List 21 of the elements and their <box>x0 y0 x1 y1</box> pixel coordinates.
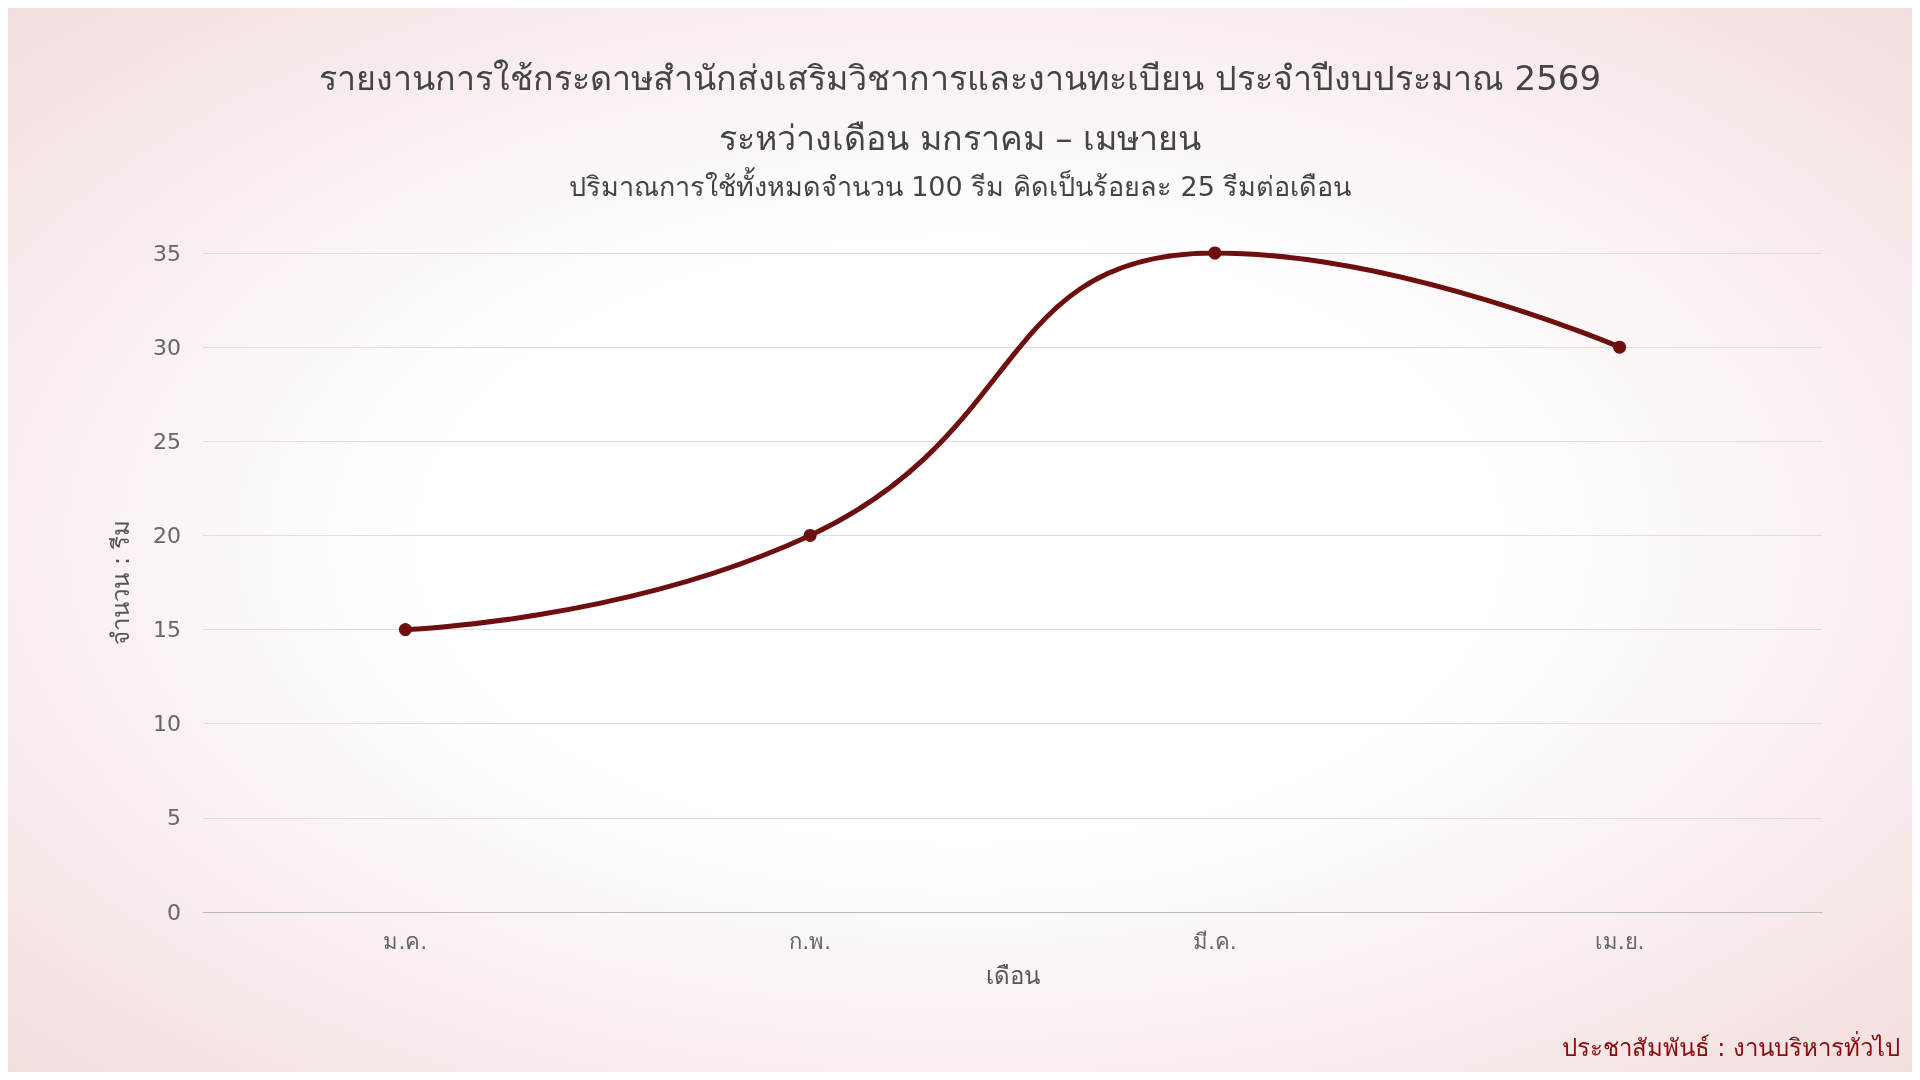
x-tick-label: เม.ย. <box>1594 928 1645 954</box>
y-tick-label: 15 <box>153 617 181 643</box>
y-tick-label: 35 <box>153 240 181 266</box>
y-tick-label: 25 <box>153 428 181 454</box>
chart-subtitle: ปริมาณการใช้ทั้งหมดจำนวน 100 รีม คิดเป็นร้อยละ 25 รีมต่อเดือน <box>568 167 1352 202</box>
y-axis-title: จำนวน : รีม <box>107 520 135 645</box>
point <box>398 623 412 637</box>
y-tick-label: 5 <box>167 805 181 831</box>
point <box>1613 340 1627 354</box>
x-axis-title: เดือน <box>985 962 1040 990</box>
y-tick-label: 0 <box>167 899 181 925</box>
x-tick-label: มี.ค. <box>1192 928 1237 954</box>
y-tick-label: 20 <box>153 522 181 548</box>
x-tick-label: ม.ค. <box>383 928 428 954</box>
y-tick-label: 30 <box>153 334 181 360</box>
text: ประชาสัมพันธ์ : งานบริหารทั่วไป <box>1561 1031 1900 1062</box>
x-tick-label: ก.พ. <box>789 928 832 954</box>
point <box>803 528 817 542</box>
point <box>1208 246 1222 260</box>
y-tick-label: 10 <box>153 711 181 737</box>
chart-title: รายงานการใช้กระดาษสำนักส่งเสริมวิชาการและงานทะเบียน ประจำปีงบประมาณ 2569 ระหว่างเดือน มกราคม – เมษายน <box>318 58 1602 158</box>
